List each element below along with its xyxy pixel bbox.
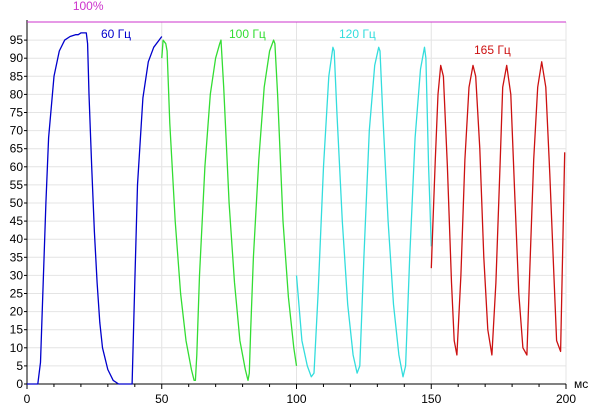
y-tick-label: 95 [10, 33, 24, 47]
y-tick-label: 70 [10, 124, 24, 138]
y-tick-label: 75 [10, 106, 24, 120]
y-tick-label: 20 [10, 305, 24, 319]
y-tick-label: 60 [10, 160, 24, 174]
y-tick-label: 30 [10, 268, 24, 282]
y-tick-label: 25 [10, 287, 24, 301]
x-tick-label: 0 [24, 392, 31, 406]
y-tick-label: 45 [10, 214, 24, 228]
x-axis-unit: мс [574, 377, 588, 391]
y-tick-label: 55 [10, 178, 24, 192]
series-label-120hz: 120 Гц [339, 27, 376, 41]
x-tick-label: 200 [556, 392, 576, 406]
x-tick-label: 50 [155, 392, 169, 406]
grid [27, 22, 567, 384]
series-line [430, 61, 566, 356]
series-group [27, 32, 566, 385]
series-label-165hz: 165 Гц [474, 43, 511, 57]
y-tick-label: 15 [10, 323, 24, 337]
series-line [295, 46, 432, 378]
series-line [27, 32, 163, 385]
y-tick-label: 35 [10, 250, 24, 264]
y-tick-label: 90 [10, 51, 24, 65]
axes [24, 20, 567, 389]
series-label-60hz: 60 Гц [101, 27, 131, 41]
x-tick-label: 100 [286, 392, 306, 406]
y-tick-label: 85 [10, 69, 24, 83]
y-tick-label: 80 [10, 87, 24, 101]
y-tick-label: 65 [10, 142, 24, 156]
reference-label: 100% [73, 0, 104, 13]
y-tick-label: 50 [10, 196, 24, 210]
x-tick-labels: 0 50 100 150 200 [24, 392, 577, 406]
y-tick-label: 40 [10, 232, 24, 246]
y-tick-label: 5 [16, 359, 23, 373]
x-tick-label: 150 [421, 392, 441, 406]
y-tick-label: 0 [16, 377, 23, 391]
y-tick-label: 10 [10, 341, 24, 355]
series-label-100hz: 100 Гц [229, 27, 266, 41]
series-line [161, 39, 298, 382]
y-tick-labels: 0 5 10 15 20 25 30 35 40 45 50 55 60 65 70 75 80 85 90 95 [10, 33, 24, 391]
